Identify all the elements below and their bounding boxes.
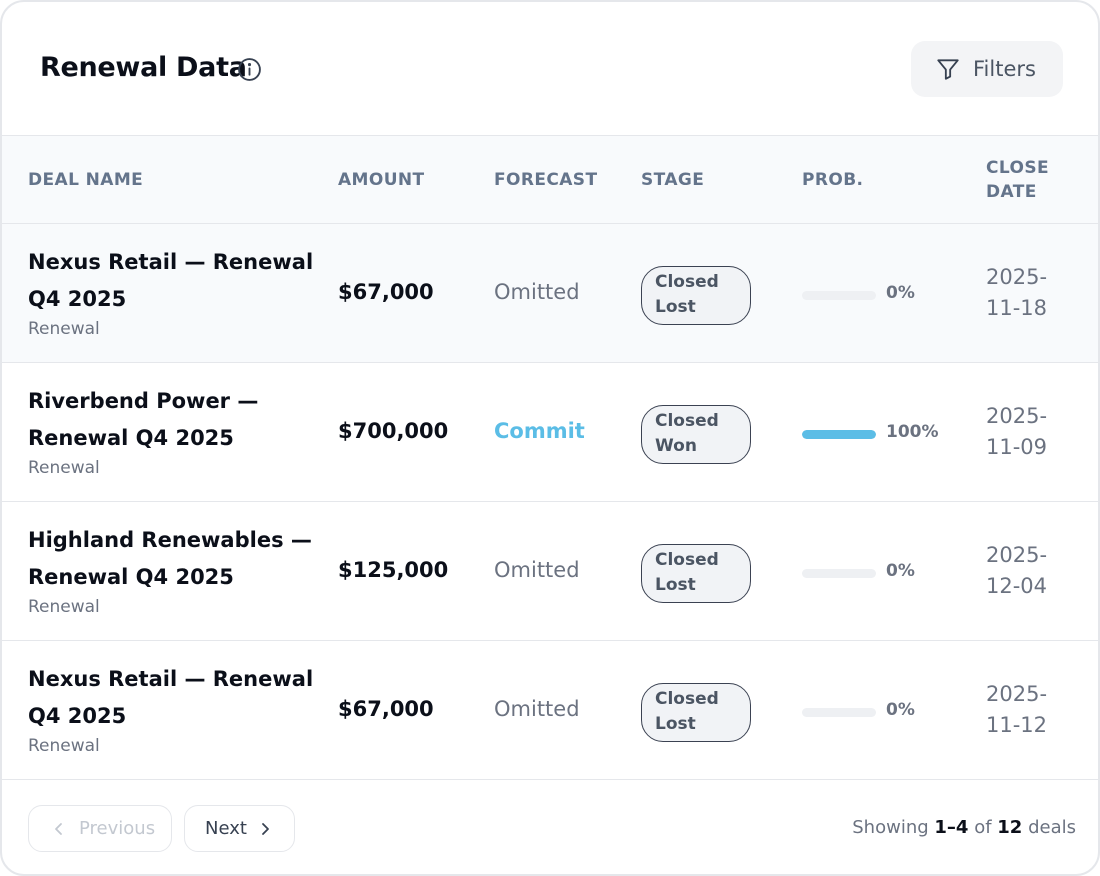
deal-forecast: Omitted — [494, 697, 580, 721]
previous-label: Previous — [79, 818, 156, 839]
card-header: Renewal Data Filters — [2, 2, 1098, 135]
showing-prefix: Showing — [852, 817, 929, 838]
table-row[interactable]: Nexus Retail — Renewal Q4 2025 Renewal $… — [2, 224, 1098, 363]
deal-name[interactable]: Nexus Retail — Renewal Q4 2025 — [28, 667, 314, 728]
deal-forecast: Omitted — [494, 280, 580, 304]
deal-type: Renewal — [28, 319, 100, 339]
probability-label: 0% — [886, 700, 915, 720]
table-row[interactable]: Riverbend Power — Renewal Q4 2025 Renewa… — [2, 363, 1098, 502]
probability-bar — [802, 708, 876, 717]
deal-type: Renewal — [28, 458, 100, 478]
deal-amount: $125,000 — [338, 558, 449, 582]
pagination-footer: Previous Next Showing 1–4 of 12 deals — [2, 779, 1098, 874]
page-title: Renewal Data — [40, 52, 247, 83]
deal-name[interactable]: Highland Renewables — Renewal Q4 2025 — [28, 528, 312, 589]
table-row[interactable]: Nexus Retail — Renewal Q4 2025 Renewal $… — [2, 641, 1098, 780]
funnel-icon — [937, 59, 959, 80]
probability-bar — [802, 291, 876, 300]
table-row[interactable]: Highland Renewables — Renewal Q4 2025 Re… — [2, 502, 1098, 641]
probability-bar — [802, 569, 876, 578]
chevron-right-icon — [262, 822, 269, 835]
deal-name[interactable]: Riverbend Power — Renewal Q4 2025 — [28, 389, 259, 450]
stage-badge: Closed Won — [641, 405, 751, 464]
stage-badge: Closed Lost — [641, 544, 751, 603]
deal-type: Renewal — [28, 736, 100, 756]
column-header-prob[interactable]: PROB. — [802, 170, 864, 190]
deal-amount: $67,000 — [338, 697, 434, 721]
deal-type: Renewal — [28, 597, 100, 617]
showing-of: of — [974, 817, 992, 838]
column-header-deal-name[interactable]: DEAL NAME — [28, 170, 144, 190]
showing-range: 1–4 — [934, 817, 969, 838]
table-header: DEAL NAME AMOUNT FORECAST STAGE PROB. CL… — [2, 135, 1098, 224]
probability-label: 100% — [886, 422, 939, 442]
next-button[interactable]: Next — [184, 805, 295, 852]
showing-suffix: deals — [1028, 817, 1076, 838]
previous-button[interactable]: Previous — [28, 805, 172, 852]
probability-label: 0% — [886, 283, 915, 303]
chevron-left-icon — [55, 822, 62, 835]
next-label: Next — [205, 818, 247, 839]
info-circle-icon[interactable] — [237, 57, 262, 82]
close-date: 2025-11-18 — [986, 265, 1048, 320]
deal-name[interactable]: Nexus Retail — Renewal Q4 2025 — [28, 250, 314, 311]
filters-label: Filters — [973, 57, 1036, 81]
close-date: 2025-11-09 — [986, 404, 1048, 459]
column-header-forecast[interactable]: FORECAST — [494, 170, 598, 190]
stage-badge: Closed Lost — [641, 683, 751, 742]
close-date: 2025-11-12 — [986, 682, 1048, 737]
column-header-stage[interactable]: STAGE — [641, 170, 705, 190]
pagination-summary: Showing 1–4 of 12 deals — [852, 817, 1076, 838]
filters-button[interactable]: Filters — [911, 41, 1063, 97]
column-header-close-date[interactable]: CLOSE DATE — [986, 158, 1050, 202]
probability-fill — [802, 430, 876, 439]
close-date: 2025-12-04 — [986, 543, 1048, 598]
deal-amount: $67,000 — [338, 280, 434, 304]
deal-forecast: Omitted — [494, 558, 580, 582]
probability-label: 0% — [886, 561, 915, 581]
column-header-amount[interactable]: AMOUNT — [338, 170, 425, 190]
probability-bar — [802, 430, 876, 439]
stage-badge: Closed Lost — [641, 266, 751, 325]
deal-amount: $700,000 — [338, 419, 449, 443]
deal-forecast: Commit — [494, 419, 585, 443]
showing-total: 12 — [997, 817, 1023, 838]
